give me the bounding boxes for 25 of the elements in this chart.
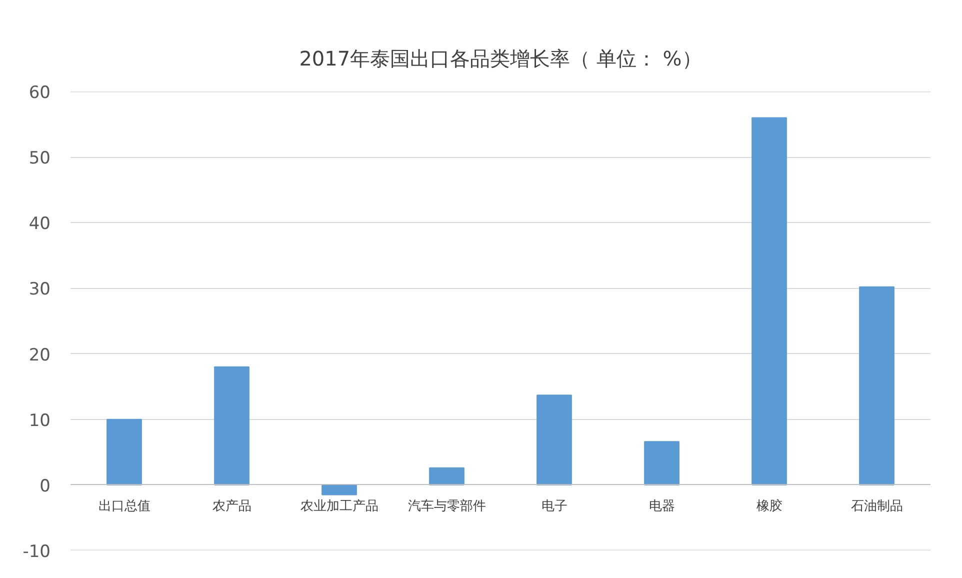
x-tick-label: 橡胶	[756, 498, 782, 514]
bar	[429, 467, 464, 486]
bar	[752, 117, 787, 486]
bar	[106, 418, 142, 486]
y-tick-label: 40	[28, 214, 51, 234]
x-tick-label: 出口总值	[98, 498, 150, 514]
bar	[644, 441, 680, 486]
y-tick-label: 10	[28, 410, 51, 431]
x-tick-label: 农产品	[212, 498, 252, 514]
bar	[859, 286, 894, 486]
x-tick-label: 电子	[541, 498, 568, 514]
bar	[322, 484, 357, 496]
x-tick-label: 汽车与零部件	[408, 498, 486, 514]
y-tick-label: 20	[28, 345, 51, 366]
bar	[214, 366, 250, 486]
y-tick-label: 0	[40, 476, 51, 496]
x-tick-label: 电器	[648, 498, 675, 514]
y-tick-label: 60	[28, 83, 51, 103]
bar	[536, 394, 572, 486]
chart-title: 2017年泰国出口各品类增长率（ 单位： %）	[299, 46, 702, 70]
y-tick-label: -10	[22, 542, 51, 562]
x-tick-label: 石油制品	[850, 498, 903, 514]
x-tick-label: 农业加工产品	[300, 498, 378, 514]
y-tick-label: 50	[28, 148, 51, 169]
y-tick-label: 30	[28, 280, 51, 300]
